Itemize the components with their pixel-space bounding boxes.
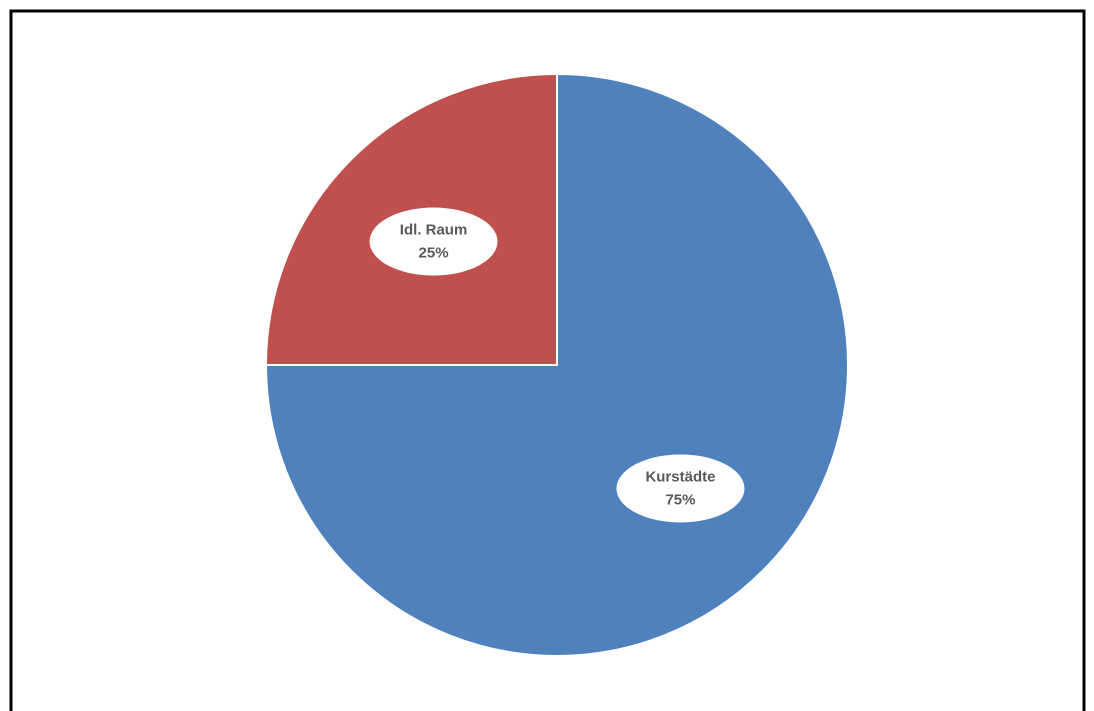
- value-label: 25%: [419, 245, 449, 262]
- category-label: Kurstädte: [645, 468, 715, 485]
- pie: [264, 72, 849, 657]
- frame: [9, 9, 1086, 711]
- data-labels: Kurstädte 75% Idl. Raum 25%: [369, 207, 745, 523]
- category-label: Idl. Raum: [400, 222, 468, 239]
- value-label: 75%: [665, 491, 695, 508]
- label-bubble: [616, 454, 745, 523]
- label-bubble: [369, 207, 498, 276]
